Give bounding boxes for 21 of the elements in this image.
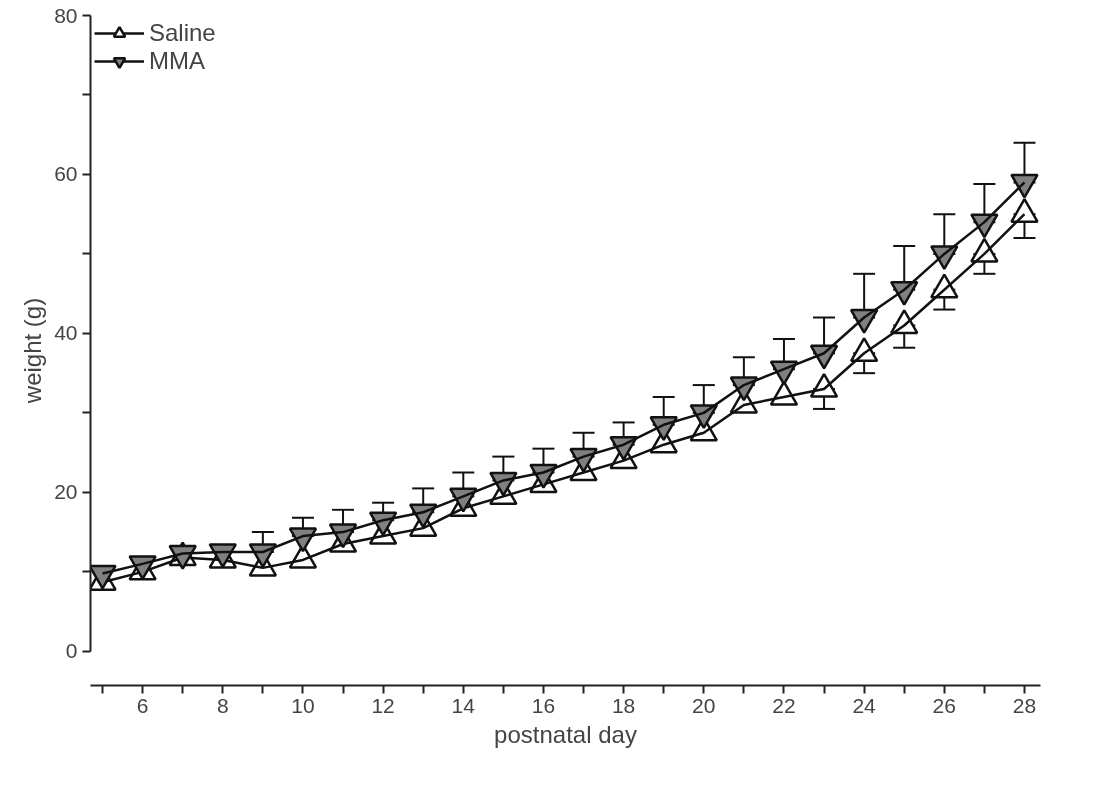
y-axis-title: weight (g) <box>19 297 47 405</box>
x-tick-label: 10 <box>291 693 315 717</box>
legend-label: Saline <box>149 19 216 47</box>
x-tick-label: 16 <box>531 693 556 717</box>
x-tick-label: 20 <box>692 693 716 717</box>
x-tick-label: 22 <box>772 693 796 717</box>
x-tick-label: 24 <box>852 693 877 717</box>
x-tick-label: 8 <box>216 693 229 717</box>
y-tick-label: 60 <box>54 162 78 186</box>
y-tick-label: 80 <box>54 3 78 27</box>
x-tick-label: 26 <box>932 693 956 717</box>
y-tick-label: 20 <box>54 480 78 504</box>
x-tick-label: 18 <box>611 693 636 717</box>
legend-label: MMA <box>149 47 205 75</box>
x-axis-title: postnatal day <box>494 720 637 748</box>
y-tick-label: 0 <box>65 639 78 663</box>
x-tick-label: 12 <box>371 693 395 717</box>
x-tick-label: 6 <box>136 693 149 717</box>
x-tick-label: 28 <box>1012 693 1037 717</box>
y-tick-label: 40 <box>54 321 78 345</box>
x-tick-label: 14 <box>451 693 476 717</box>
